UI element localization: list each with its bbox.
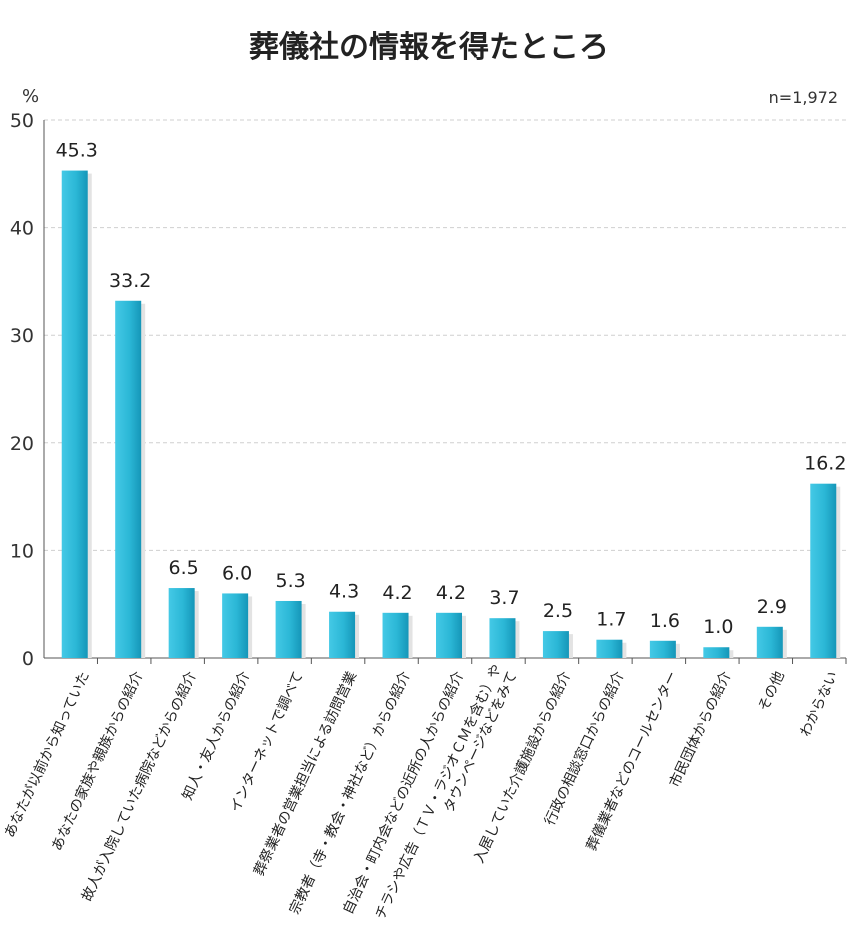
bar-value-label: 4.2 (436, 582, 466, 604)
bar-value-label: 16.2 (804, 453, 846, 475)
x-category-label-line: その他 (756, 669, 788, 714)
bar-value-label: 1.0 (703, 616, 733, 638)
y-tick-label: 20 (10, 433, 34, 455)
bar (329, 611, 356, 658)
bar-value-label: 4.2 (382, 582, 412, 604)
bar (275, 600, 302, 658)
bar (382, 612, 409, 658)
x-category-label: 市民団体からの紹介 (666, 669, 735, 790)
bar-value-label: 6.5 (169, 557, 199, 579)
bar-value-label: 1.6 (650, 610, 680, 632)
bar (489, 618, 516, 658)
bar (222, 593, 249, 658)
x-category-label: わからない (797, 669, 841, 739)
y-tick-label: 10 (10, 540, 34, 562)
y-tick-label: 0 (22, 648, 34, 670)
bar-value-label: 45.3 (56, 140, 98, 162)
bar (756, 626, 783, 658)
bar-value-label: 4.3 (329, 581, 359, 603)
bar-value-label: 2.5 (543, 600, 573, 622)
x-category-label: 葬儀業者などのコールセンター (584, 669, 681, 853)
bar-value-label: 6.0 (222, 562, 252, 584)
bar (649, 640, 676, 658)
y-tick-label: 30 (10, 325, 34, 347)
bar-value-label: 3.7 (489, 587, 519, 609)
bar (168, 588, 195, 658)
bar-value-label: 2.9 (757, 596, 787, 618)
bar-value-label: 1.7 (596, 609, 626, 631)
x-category-label: 葬祭業者の営業担当による訪問営業 (251, 669, 360, 878)
bar (436, 612, 462, 658)
bars (61, 170, 841, 658)
x-category-label: あなたの家族や親族からの紹介 (48, 669, 146, 854)
x-category-label: その他 (756, 669, 788, 714)
x-category-label-line: 葬祭業者の営業担当による訪問営業 (251, 669, 360, 878)
grid-lines (44, 119, 846, 551)
chart-title: 葬儀社の情報を得たところ (249, 30, 609, 65)
sample-size-label: n=1,972 (768, 88, 838, 107)
bar-value-label: 5.3 (275, 570, 305, 592)
bar-value-label: 33.2 (109, 270, 151, 292)
bar (703, 647, 730, 658)
bar (596, 639, 623, 658)
x-category-label-line: あなたの家族や親族からの紹介 (48, 669, 146, 854)
x-category-label-line: 故人が入院していた病院などからの紹介 (79, 669, 200, 904)
bar (115, 300, 142, 658)
x-category-label-line: 市民団体からの紹介 (666, 669, 735, 790)
x-category-label-line: 葬儀業者などのコールセンター (584, 669, 681, 853)
bar (61, 170, 88, 658)
bar (542, 631, 569, 658)
y-tick-label: 40 (10, 218, 34, 240)
bar (810, 483, 837, 658)
x-category-label-line: わからない (797, 669, 841, 739)
y-axis-unit-label: % (22, 86, 40, 107)
x-category-label: 故人が入院していた病院などからの紹介 (79, 669, 200, 904)
y-tick-label: 50 (10, 110, 34, 132)
